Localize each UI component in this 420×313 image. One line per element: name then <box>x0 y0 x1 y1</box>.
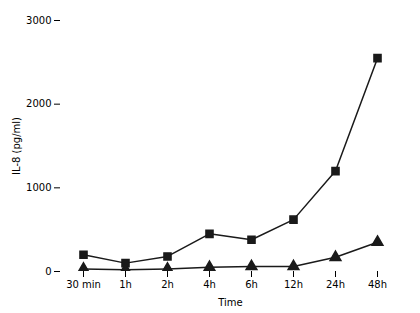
svg-text:4h: 4h <box>203 279 216 290</box>
svg-text:0: 0 <box>45 266 51 277</box>
svg-text:6h: 6h <box>245 279 258 290</box>
svg-text:24h: 24h <box>326 279 345 290</box>
svg-text:IL-8 (pg/ml): IL-8 (pg/ml) <box>11 117 22 175</box>
svg-text:2000: 2000 <box>26 98 51 109</box>
svg-text:48h: 48h <box>368 279 387 290</box>
svg-text:1000: 1000 <box>26 182 51 193</box>
svg-text:30 min: 30 min <box>66 279 101 290</box>
svg-text:2h: 2h <box>161 279 174 290</box>
svg-text:3000: 3000 <box>26 15 51 26</box>
svg-text:12h: 12h <box>284 279 303 290</box>
svg-text:1h: 1h <box>119 279 132 290</box>
svg-text:Time: Time <box>217 297 242 308</box>
